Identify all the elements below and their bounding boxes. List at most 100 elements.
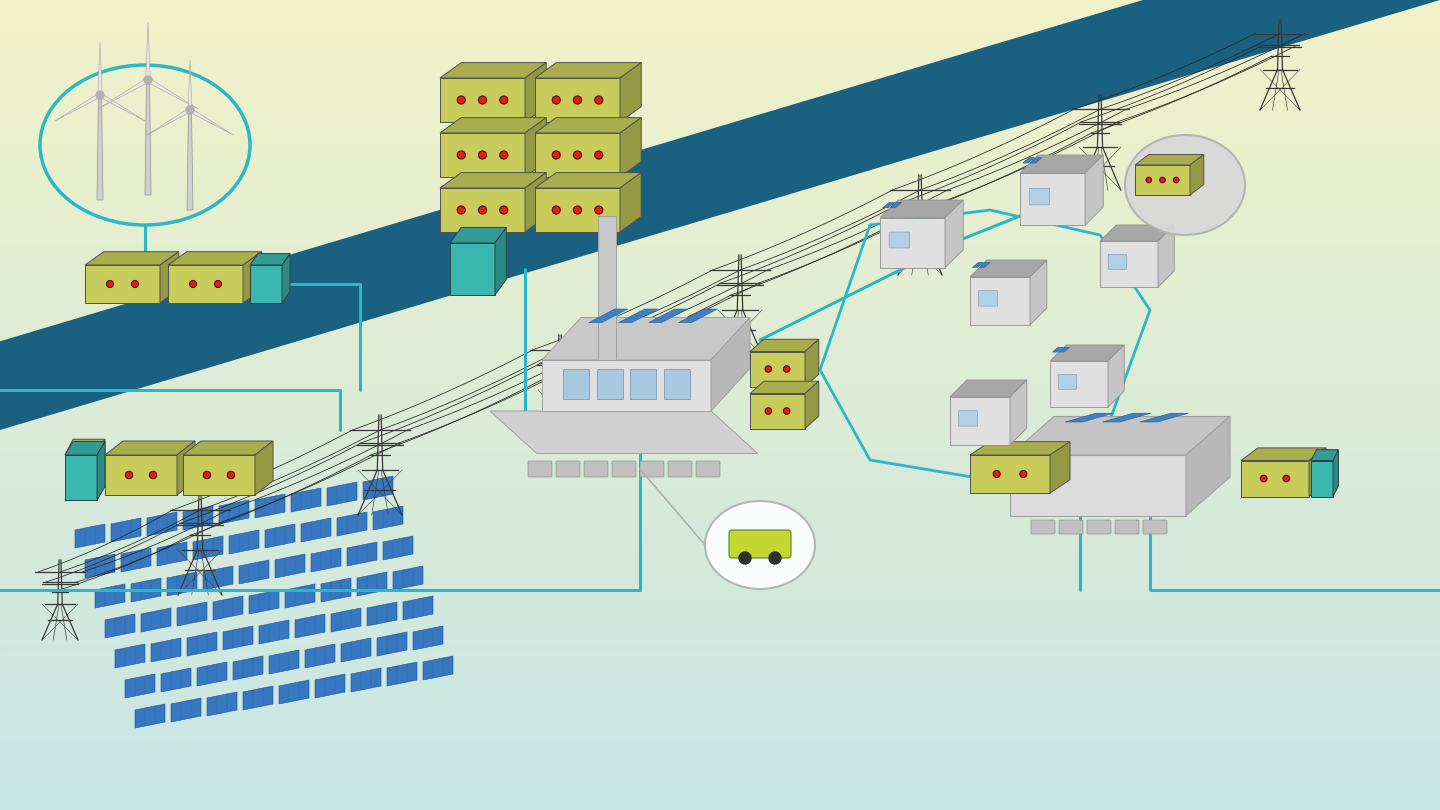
Bar: [0, 776, 1440, 777]
Bar: [0, 312, 1440, 313]
Bar: [0, 451, 1440, 452]
Polygon shape: [1020, 155, 1103, 173]
Bar: [0, 565, 1440, 566]
Bar: [0, 167, 1440, 168]
Circle shape: [478, 206, 487, 214]
Polygon shape: [219, 500, 249, 524]
Bar: [0, 34, 1440, 35]
Polygon shape: [177, 441, 194, 495]
Polygon shape: [1189, 155, 1204, 195]
Bar: [0, 677, 1440, 678]
Bar: [0, 666, 1440, 667]
Bar: [0, 629, 1440, 630]
Bar: [0, 467, 1440, 468]
Polygon shape: [233, 656, 264, 680]
Bar: [0, 414, 1440, 415]
Bar: [0, 397, 1440, 398]
Polygon shape: [187, 110, 193, 210]
Bar: [0, 329, 1440, 330]
Bar: [0, 299, 1440, 300]
Bar: [0, 11, 1440, 12]
Bar: [0, 561, 1440, 562]
Polygon shape: [65, 439, 105, 455]
Polygon shape: [243, 686, 274, 710]
Polygon shape: [883, 202, 894, 207]
Bar: [0, 228, 1440, 229]
Bar: [0, 545, 1440, 546]
Bar: [0, 514, 1440, 515]
Bar: [0, 742, 1440, 743]
Bar: [0, 468, 1440, 469]
Bar: [0, 575, 1440, 576]
Bar: [0, 550, 1440, 551]
Bar: [0, 693, 1440, 694]
Bar: [0, 555, 1440, 556]
Bar: [0, 413, 1440, 414]
Polygon shape: [96, 439, 105, 500]
Bar: [0, 388, 1440, 389]
Bar: [0, 652, 1440, 653]
Bar: [0, 367, 1440, 368]
Polygon shape: [279, 680, 310, 704]
Bar: [0, 77, 1440, 78]
Polygon shape: [805, 339, 819, 386]
Bar: [0, 474, 1440, 475]
Bar: [0, 190, 1440, 191]
Bar: [0, 158, 1440, 159]
Bar: [0, 256, 1440, 257]
Polygon shape: [85, 265, 160, 303]
Bar: [0, 711, 1440, 712]
Bar: [0, 307, 1440, 308]
Bar: [0, 469, 1440, 470]
Bar: [0, 231, 1440, 232]
Polygon shape: [890, 202, 901, 207]
Bar: [0, 695, 1440, 696]
Bar: [0, 213, 1440, 214]
Bar: [0, 410, 1440, 411]
Bar: [0, 792, 1440, 793]
Bar: [0, 123, 1440, 124]
Polygon shape: [105, 614, 135, 638]
Bar: [0, 446, 1440, 447]
Polygon shape: [971, 441, 1070, 455]
Bar: [0, 635, 1440, 636]
Bar: [0, 62, 1440, 63]
Circle shape: [500, 206, 508, 214]
Bar: [0, 513, 1440, 514]
Bar: [0, 361, 1440, 362]
Bar: [0, 794, 1440, 795]
Bar: [0, 95, 1440, 96]
Circle shape: [1260, 475, 1267, 482]
Polygon shape: [880, 200, 963, 218]
Bar: [0, 271, 1440, 272]
Bar: [0, 165, 1440, 166]
Polygon shape: [441, 78, 526, 122]
Bar: [0, 83, 1440, 84]
Bar: [0, 61, 1440, 62]
Polygon shape: [1009, 455, 1187, 515]
Bar: [0, 788, 1440, 789]
FancyBboxPatch shape: [890, 232, 910, 248]
Polygon shape: [239, 560, 269, 584]
Bar: [0, 576, 1440, 577]
Circle shape: [573, 206, 582, 214]
Polygon shape: [229, 530, 259, 554]
Bar: [0, 450, 1440, 451]
Bar: [0, 672, 1440, 673]
Bar: [0, 771, 1440, 772]
Bar: [0, 236, 1440, 237]
Bar: [0, 797, 1440, 798]
Bar: [0, 703, 1440, 704]
Polygon shape: [945, 200, 963, 267]
Bar: [0, 171, 1440, 172]
Bar: [0, 166, 1440, 167]
FancyBboxPatch shape: [598, 215, 616, 360]
Bar: [0, 509, 1440, 510]
Bar: [0, 733, 1440, 734]
Bar: [0, 350, 1440, 351]
Bar: [0, 337, 1440, 338]
Polygon shape: [1009, 416, 1230, 455]
Bar: [0, 503, 1440, 504]
Bar: [0, 745, 1440, 746]
Bar: [0, 42, 1440, 43]
